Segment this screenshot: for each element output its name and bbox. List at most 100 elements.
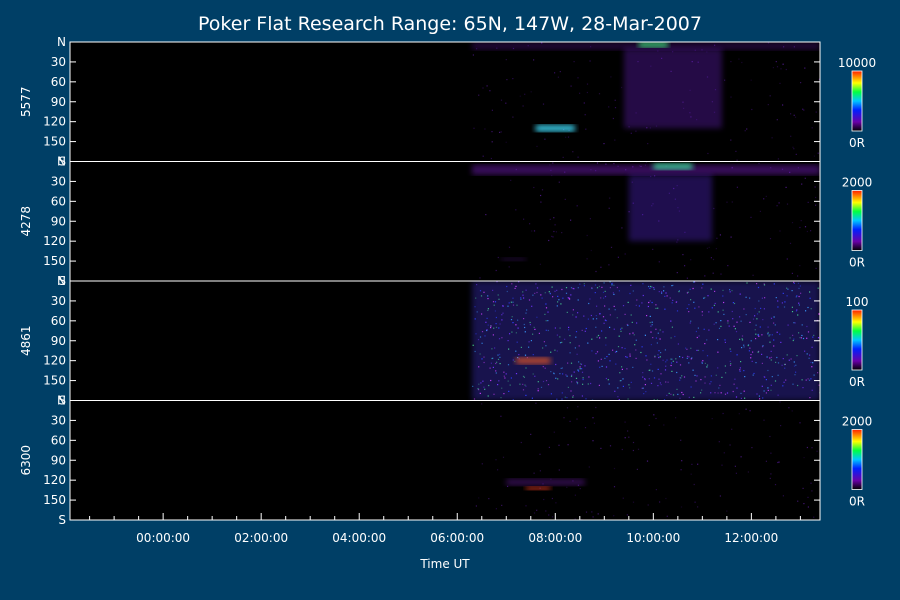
- noise-pixel: [807, 506, 809, 508]
- noise-pixel: [570, 85, 572, 87]
- noise-pixel: [508, 266, 510, 268]
- noise-pixel: [765, 460, 767, 462]
- noise-pixel: [592, 417, 594, 419]
- noise-pixel: [519, 95, 521, 97]
- noise-pixel: [706, 247, 708, 249]
- noise-pixel: [577, 406, 579, 408]
- noise-pixel: [800, 82, 802, 84]
- y-tick-label: 120: [43, 473, 66, 487]
- noise-pixel: [776, 119, 778, 121]
- noise-pixel: [676, 272, 678, 274]
- noise-pixel: [713, 207, 715, 210]
- noise-pixel: [608, 207, 610, 209]
- noise-pixel: [712, 258, 715, 261]
- noise-pixel: [478, 94, 480, 96]
- panel-4278: N 30 60 90 120 150 S 4278 2000 0R: [19, 155, 872, 289]
- y-tick-label: 90: [51, 214, 66, 228]
- noise-pixel: [811, 447, 813, 449]
- noise-pixel: [584, 427, 587, 429]
- noise-pixel: [613, 163, 615, 165]
- noise-pixel: [813, 155, 815, 157]
- x-tick-label: 12:00:00: [724, 531, 778, 545]
- noise-pixel: [806, 446, 808, 449]
- x-tick-label: 06:00:00: [430, 531, 484, 545]
- noise-pixel: [799, 265, 801, 267]
- noise-pixel: [529, 223, 531, 225]
- noise-pixel: [593, 422, 595, 424]
- noise-pixel: [512, 78, 514, 80]
- noise-pixel: [807, 496, 809, 498]
- noise-pixel: [647, 143, 649, 145]
- noise-pixel: [551, 235, 553, 237]
- noise-pixel: [804, 67, 806, 69]
- noise-pixel: [665, 497, 667, 500]
- noise-pixel: [574, 518, 576, 520]
- noise-pixel: [719, 234, 721, 236]
- noise-pixel: [769, 95, 771, 97]
- noise-pixel: [569, 420, 571, 422]
- noise-pixel: [626, 514, 628, 516]
- y-tick-label: S: [58, 155, 66, 169]
- noise-pixel: [533, 472, 535, 474]
- noise-pixel: [745, 408, 747, 410]
- noise-pixel: [542, 103, 545, 105]
- x-tick-label: 10:00:00: [626, 531, 680, 545]
- noise-pixel: [515, 209, 517, 211]
- noise-pixel: [624, 437, 626, 439]
- noise-pixel: [721, 464, 723, 466]
- noise-pixel: [505, 102, 507, 104]
- noise-pixel: [647, 504, 649, 506]
- noise-pixel: [536, 509, 538, 511]
- noise-pixel: [499, 131, 501, 133]
- noise-pixel: [486, 85, 488, 87]
- noise-pixel: [686, 277, 688, 279]
- noise-pixel: [802, 487, 804, 489]
- colorbar-min-label: 0R: [849, 256, 865, 270]
- noise-pixel: [816, 450, 818, 452]
- noise-pixel: [730, 61, 732, 63]
- noise-pixel: [561, 232, 563, 234]
- noise-pixel: [613, 467, 616, 470]
- noise-pixel: [576, 205, 578, 207]
- noise-pixel: [779, 82, 781, 84]
- noise-pixel: [752, 274, 754, 276]
- y-tick-label: 90: [51, 95, 66, 109]
- noise-pixel: [794, 116, 797, 118]
- noise-pixel: [746, 128, 748, 130]
- noise-pixel: [655, 489, 657, 491]
- noise-pixel: [553, 230, 555, 233]
- noise-pixel: [818, 78, 820, 80]
- noise-pixel: [485, 214, 487, 216]
- noise-pixel: [684, 265, 686, 267]
- noise-pixel: [482, 87, 484, 89]
- noise-pixel: [799, 226, 801, 229]
- colorbar-min-label: 0R: [849, 136, 865, 150]
- noise-pixel: [800, 220, 802, 222]
- noise-pixel: [539, 470, 541, 472]
- noise-pixel: [610, 246, 613, 248]
- panel-data: [471, 42, 820, 161]
- colorbar: [851, 309, 863, 371]
- noise-pixel: [680, 469, 682, 471]
- noise-pixel: [548, 446, 550, 448]
- noise-pixel: [680, 439, 682, 441]
- noise-pixel: [478, 497, 480, 499]
- noise-pixel: [481, 403, 483, 405]
- noise-pixel: [592, 516, 594, 518]
- noise-pixel: [793, 148, 795, 150]
- panel-data: [471, 161, 820, 281]
- noise-pixel: [777, 461, 779, 464]
- y-tick-label: S: [58, 274, 66, 288]
- noise-pixel: [734, 465, 736, 467]
- emission-feature: [471, 164, 820, 175]
- panel-data: [471, 281, 820, 401]
- noise-pixel: [803, 503, 805, 505]
- noise-pixel: [530, 433, 532, 435]
- noise-pixel: [782, 104, 784, 106]
- noise-pixel: [570, 219, 572, 221]
- noise-pixel: [500, 99, 503, 101]
- colorbar-max-label: 2000: [842, 176, 873, 190]
- noise-pixel: [567, 136, 570, 138]
- x-tick-label: 04:00:00: [332, 531, 386, 545]
- noise-pixel: [691, 463, 693, 465]
